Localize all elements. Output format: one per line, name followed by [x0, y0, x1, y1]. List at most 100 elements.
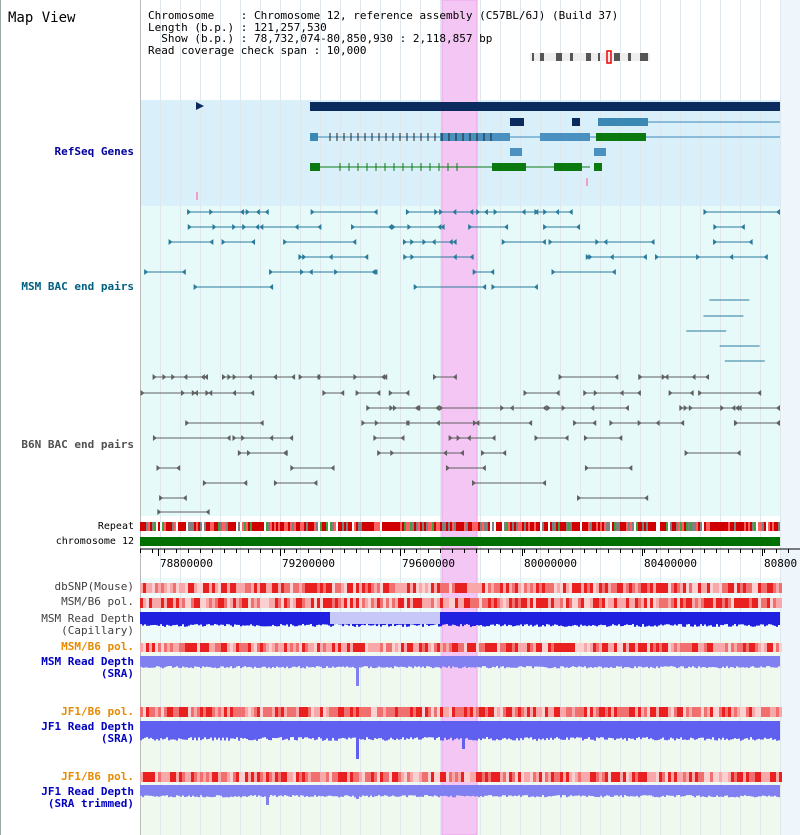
depth-bar [350, 795, 352, 797]
depth-bar [470, 666, 472, 668]
depth-bar [648, 666, 650, 669]
depth-bar [518, 737, 520, 741]
pol-cell [659, 707, 662, 717]
depth-bar [662, 737, 664, 738]
pol-cell [542, 643, 545, 652]
depth-bar [596, 795, 598, 797]
pol-cell [176, 583, 179, 593]
depth-bar [342, 795, 344, 797]
bac-end [269, 435, 274, 441]
depth-bar [472, 624, 474, 627]
pol-cell [635, 583, 638, 593]
label-line: MSM Read Depth [41, 612, 134, 625]
depth-bar [372, 624, 374, 626]
pol-cell [683, 583, 686, 593]
depth-bar [356, 624, 358, 625]
pol-cell [461, 772, 464, 782]
depth-bar [642, 666, 644, 668]
depth-bar [334, 795, 336, 797]
depth-bar [194, 795, 196, 797]
pol-cell [428, 772, 431, 782]
pol-cell [554, 772, 557, 782]
depth-bar [234, 737, 236, 739]
depth-bar [266, 737, 268, 739]
repeat-cell [608, 522, 610, 531]
pol-cell [383, 772, 386, 782]
repeat-cell [468, 522, 470, 531]
pol-cell [224, 598, 227, 608]
pol-cell [518, 598, 521, 608]
pol-cell [275, 598, 278, 608]
repeat-cell [274, 522, 276, 531]
repeat-cell [612, 522, 614, 531]
depth-bar [732, 737, 734, 740]
bac-end [469, 254, 474, 260]
pol-cell [539, 707, 542, 717]
depth-bar [770, 795, 772, 797]
pol-cell [500, 707, 503, 717]
depth-bar [624, 737, 626, 739]
repeat-cell [736, 522, 738, 531]
depth-bar [612, 795, 614, 797]
depth-bar [314, 666, 316, 668]
depth-bar [200, 624, 202, 625]
pol-cell [443, 583, 446, 593]
depth-bar [692, 737, 694, 739]
depth-bar [212, 624, 214, 626]
depth-bar [312, 666, 314, 668]
pol-cell [173, 643, 176, 652]
pol-cell [293, 598, 296, 608]
depth-bar [362, 666, 364, 667]
bac-end [575, 224, 580, 230]
depth-bar [416, 795, 418, 797]
repeat-cell [178, 522, 180, 531]
depth-bar [734, 737, 736, 739]
depth-bar [760, 795, 762, 797]
repeat-cell [554, 522, 556, 531]
repeat-cell [322, 522, 324, 531]
depth-bar [218, 666, 220, 668]
bac-end [748, 239, 753, 245]
pol-cell [455, 643, 458, 652]
pol-cell [629, 583, 632, 593]
depth-bar [400, 737, 402, 740]
depth-bar [160, 737, 162, 739]
repeat-cell [180, 522, 182, 531]
pol-cell [575, 643, 578, 652]
label-line: (Capillary) [61, 624, 134, 637]
pol-cell [704, 598, 707, 608]
pol-cell [176, 772, 179, 782]
pol-cell [404, 643, 407, 652]
depth-bar [386, 666, 388, 668]
bac-end [377, 450, 382, 456]
pol-cell [689, 707, 692, 717]
depth-bar [622, 737, 624, 740]
pol-cell [557, 598, 560, 608]
pol-cell [182, 707, 185, 717]
repeat-cell [436, 522, 438, 531]
depth-bar [232, 666, 234, 669]
depth-bar [674, 795, 676, 798]
bac-end [273, 374, 278, 380]
pol-cell [326, 583, 329, 593]
pol-cell [173, 772, 176, 782]
depth-bar [244, 737, 246, 739]
pol-cell [359, 707, 362, 717]
depth-bar [340, 795, 342, 797]
depth-bar [724, 737, 726, 740]
pol-cell [371, 707, 374, 717]
depth-bar [698, 737, 700, 739]
depth-bar [604, 666, 606, 668]
depth-bar [494, 737, 496, 741]
pol-cell [635, 707, 638, 717]
pol-cell [179, 707, 182, 717]
pol-cell [452, 643, 455, 652]
depth-bar [756, 666, 758, 668]
pol-cell [218, 707, 221, 717]
pol-cell [698, 598, 701, 608]
refseq-exon [492, 163, 526, 171]
bac-end [776, 420, 780, 426]
pol-cell [515, 643, 518, 652]
pol-cell [404, 772, 407, 782]
